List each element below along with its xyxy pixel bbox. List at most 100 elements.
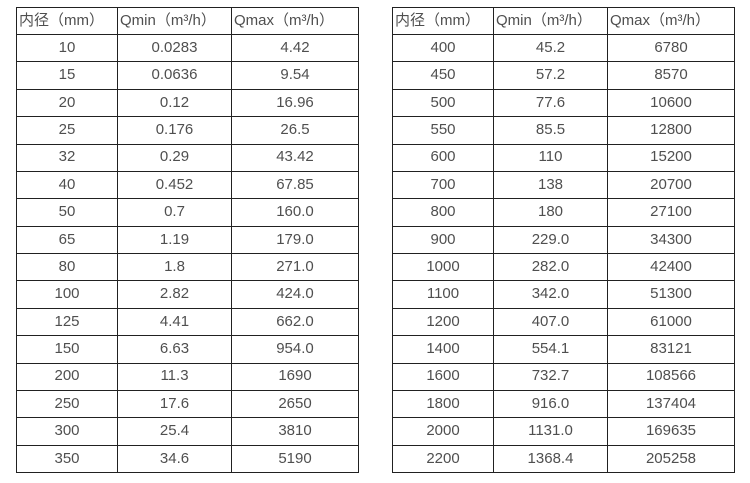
data-cell: 11.3	[117, 362, 232, 391]
table-row: 25 0.176 26.5	[16, 116, 359, 145]
data-cell: 2.82	[117, 280, 232, 309]
data-cell: 45.2	[493, 33, 608, 63]
data-cell: 1800	[392, 389, 494, 419]
data-cell: 0.452	[117, 170, 232, 200]
flow-range-table-small-diameters: 内径（mm） Qmin（m³/h） Qmax（m³/h） 10 0.0283 4.42 15…	[16, 7, 359, 474]
data-cell: 138	[493, 170, 608, 200]
data-cell: 179.0	[231, 225, 359, 255]
table-row: 1100 342.0 51300	[392, 280, 735, 309]
table-row: 40 0.452 67.85	[16, 170, 359, 200]
data-cell: 108566	[607, 362, 735, 391]
data-cell: 250	[16, 389, 118, 419]
data-cell: 4.41	[117, 307, 232, 337]
data-cell: 282.0	[493, 252, 608, 282]
table-row: 2000 1131.0 169635	[392, 417, 735, 446]
data-cell: 0.12	[117, 88, 232, 118]
data-cell: 83121	[607, 335, 735, 364]
data-cell: 3810	[231, 417, 359, 446]
data-cell: 34300	[607, 225, 735, 255]
data-cell: 550	[392, 116, 494, 145]
data-cell: 20700	[607, 170, 735, 200]
data-cell: 6780	[607, 33, 735, 63]
data-cell: 0.0636	[117, 61, 232, 90]
data-cell: 1100	[392, 280, 494, 309]
data-cell: 0.7	[117, 198, 232, 227]
table-row: 600 110 15200	[392, 143, 735, 172]
data-cell: 17.6	[117, 389, 232, 419]
data-cell: 15200	[607, 143, 735, 172]
data-cell: 15	[16, 61, 118, 90]
data-cell: 1.19	[117, 225, 232, 255]
data-cell: 6.63	[117, 335, 232, 364]
data-cell: 0.176	[117, 116, 232, 145]
table-row: 15 0.0636 9.54	[16, 61, 359, 90]
data-cell: 0.29	[117, 143, 232, 172]
data-cell: 160.0	[231, 198, 359, 227]
data-cell: 180	[493, 198, 608, 227]
data-cell: 954.0	[231, 335, 359, 364]
data-cell: 16.96	[231, 88, 359, 118]
column-header: 内径（mm）	[392, 7, 494, 35]
data-cell: 50	[16, 198, 118, 227]
data-cell: 80	[16, 252, 118, 282]
data-cell: 2200	[392, 444, 494, 474]
data-cell: 900	[392, 225, 494, 255]
data-cell: 229.0	[493, 225, 608, 255]
data-cell: 1200	[392, 307, 494, 337]
data-cell: 1000	[392, 252, 494, 282]
data-cell: 205258	[607, 444, 735, 474]
data-cell: 57.2	[493, 61, 608, 90]
table-row: 1200 407.0 61000	[392, 307, 735, 337]
data-cell: 27100	[607, 198, 735, 227]
table-row: 250 17.6 2650	[16, 389, 359, 419]
data-cell: 700	[392, 170, 494, 200]
data-cell: 125	[16, 307, 118, 337]
table-row: 700 138 20700	[392, 170, 735, 200]
table-row: 900 229.0 34300	[392, 225, 735, 255]
table-row: 400 45.2 6780	[392, 33, 735, 63]
data-cell: 2650	[231, 389, 359, 419]
spec-tables-container: 内径（mm） Qmin（m³/h） Qmax（m³/h） 10 0.0283 4.42 15…	[16, 7, 735, 474]
table-row: 450 57.2 8570	[392, 61, 735, 90]
data-cell: 32	[16, 143, 118, 172]
data-cell: 169635	[607, 417, 735, 446]
table-row: 550 85.5 12800	[392, 116, 735, 145]
data-cell: 916.0	[493, 389, 608, 419]
table-row: 2200 1368.4 205258	[392, 444, 735, 474]
data-cell: 662.0	[231, 307, 359, 337]
data-cell: 34.6	[117, 444, 232, 474]
data-cell: 500	[392, 88, 494, 118]
table-row: 800 180 27100	[392, 198, 735, 227]
column-header: Qmin（m³/h）	[493, 7, 608, 35]
table-row: 300 25.4 3810	[16, 417, 359, 446]
data-cell: 424.0	[231, 280, 359, 309]
table-row: 350 34.6 5190	[16, 444, 359, 474]
data-cell: 400	[392, 33, 494, 63]
column-header: Qmin（m³/h）	[117, 7, 232, 35]
table-row: 1000 282.0 42400	[392, 252, 735, 282]
data-cell: 51300	[607, 280, 735, 309]
data-cell: 200	[16, 362, 118, 391]
table-row: 500 77.6 10600	[392, 88, 735, 118]
data-cell: 300	[16, 417, 118, 446]
data-cell: 1600	[392, 362, 494, 391]
table-row: 1400 554.1 83121	[392, 335, 735, 364]
data-cell: 0.0283	[117, 33, 232, 63]
table-row: 200 11.3 1690	[16, 362, 359, 391]
data-cell: 9.54	[231, 61, 359, 90]
data-cell: 110	[493, 143, 608, 172]
data-cell: 342.0	[493, 280, 608, 309]
table-row: 50 0.7 160.0	[16, 198, 359, 227]
data-cell: 61000	[607, 307, 735, 337]
data-cell: 67.85	[231, 170, 359, 200]
data-cell: 25	[16, 116, 118, 145]
header-row: 内径（mm） Qmin（m³/h） Qmax（m³/h）	[16, 7, 359, 35]
data-cell: 1400	[392, 335, 494, 364]
data-cell: 5190	[231, 444, 359, 474]
table-row: 150 6.63 954.0	[16, 335, 359, 364]
column-header: Qmax（m³/h）	[231, 7, 359, 35]
data-cell: 4.42	[231, 33, 359, 63]
data-cell: 350	[16, 444, 118, 474]
data-cell: 65	[16, 225, 118, 255]
data-cell: 1690	[231, 362, 359, 391]
